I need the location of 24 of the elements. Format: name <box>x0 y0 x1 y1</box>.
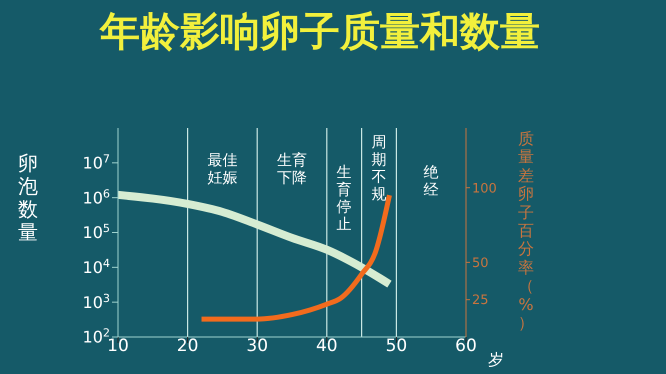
y2-tick-label: 50 <box>472 256 489 271</box>
chart-title: 年龄影响卵子质量和数量 <box>98 8 541 57</box>
y-tick-label: 10$^{5}$ <box>82 222 110 242</box>
y-tick-label: 10$^{6}$ <box>82 186 110 208</box>
y-tick-label: 10$^{7}$ <box>82 152 110 172</box>
x-tick-label: 60 <box>455 336 477 356</box>
ref-line-label: 最佳妊娠 <box>207 151 238 186</box>
y2-tick-label: 25 <box>472 293 489 308</box>
text: 质量差卵子百分率（%） <box>518 129 534 332</box>
y-tick-label: 10$^{2}$ <box>82 326 110 347</box>
ref-line-label: 生育下降 <box>277 151 307 186</box>
ref-line-label: 绝经 <box>424 163 439 198</box>
x-tick-label: 10 <box>107 336 129 356</box>
ref-line-label: 生育停止 <box>336 163 352 233</box>
y2-tick-label: 100 <box>472 181 497 196</box>
y-axis-title: 卵泡数量 <box>17 151 39 244</box>
ref-line-label: 周期不规 <box>372 133 386 203</box>
y-tick-label: 10$^{4}$ <box>82 256 110 277</box>
x-tick-label: 40 <box>316 336 338 356</box>
x-tick-label: 30 <box>246 336 268 356</box>
y-tick-label: 10$^{3}$ <box>82 291 110 312</box>
x-tick-label: 20 <box>176 336 198 356</box>
x-axis-title: 岁 <box>488 350 504 371</box>
x-tick-label: 50 <box>386 336 408 356</box>
